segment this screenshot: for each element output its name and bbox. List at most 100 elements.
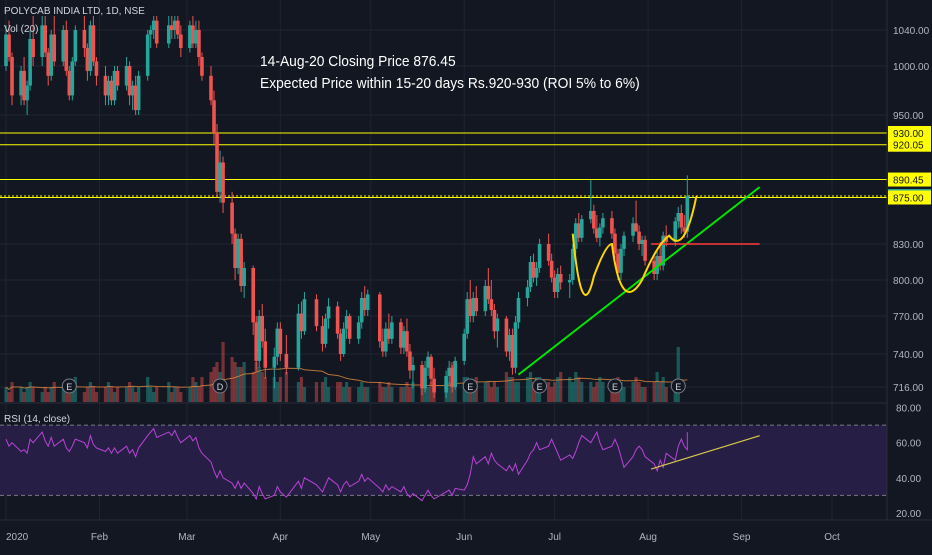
- volume-bar: [658, 382, 662, 402]
- candle-body: [136, 75, 141, 111]
- rsi-tick-label: 80.00: [896, 404, 921, 415]
- candle-body: [323, 318, 328, 344]
- candle-body: [362, 298, 367, 310]
- candle-body: [272, 356, 277, 368]
- candle-body: [408, 351, 412, 371]
- volume-bar: [402, 387, 406, 402]
- volume-bar: [619, 382, 623, 402]
- event-marker-circle: [462, 378, 478, 394]
- volume-bar: [387, 382, 391, 402]
- candle-body: [173, 20, 177, 30]
- candle-body: [4, 34, 8, 66]
- volume-bar: [390, 387, 394, 402]
- volume-bar: [399, 387, 403, 402]
- candle-body: [151, 20, 156, 30]
- candle-body: [320, 326, 325, 344]
- volume-bar: [94, 392, 99, 402]
- candle-body: [335, 306, 340, 334]
- candle-body: [387, 328, 391, 339]
- volume-bar: [67, 387, 71, 402]
- candle-body: [465, 299, 470, 334]
- candle-body: [188, 25, 192, 48]
- candle-body: [154, 20, 159, 44]
- candle-body: [148, 30, 153, 35]
- volume-bar: [366, 387, 370, 402]
- candle-body: [510, 335, 515, 368]
- volume-bar: [664, 387, 668, 402]
- candle-body: [573, 223, 578, 249]
- candle-body: [504, 318, 509, 352]
- candle-body: [28, 39, 32, 86]
- volume-bar: [314, 382, 319, 402]
- level-tag-label: 930.00: [893, 129, 924, 140]
- volume-bar: [528, 372, 533, 402]
- volume-bar: [580, 382, 584, 402]
- volume-bar: [595, 382, 599, 402]
- candle-body: [661, 235, 665, 266]
- candle-body: [411, 365, 415, 371]
- candle-body: [239, 238, 243, 286]
- symbol-title: POLYCAB INDIA LTD, 1D, NSE: [4, 6, 145, 17]
- candle-body: [278, 328, 283, 354]
- candle-body: [402, 331, 406, 348]
- candle-body: [22, 70, 26, 101]
- candle-body: [85, 48, 90, 71]
- volume-bar: [661, 377, 665, 402]
- rsi-line: [5, 427, 688, 502]
- annotation-closing-price: 14-Aug-20 Closing Price 876.45: [260, 53, 456, 70]
- price-tick-label: 1040.00: [893, 26, 930, 37]
- candle-body: [468, 299, 473, 316]
- candle-body: [347, 316, 352, 339]
- volume-bar: [22, 392, 26, 402]
- volume-bar: [345, 382, 349, 402]
- candle-body: [73, 30, 78, 62]
- volume-bar: [103, 387, 108, 402]
- volume-bar: [88, 382, 93, 402]
- volume-bar: [323, 377, 328, 402]
- volume-bar: [251, 372, 255, 402]
- volume-bar: [170, 392, 174, 402]
- volume-bar: [115, 387, 120, 402]
- rsi-band: [0, 425, 887, 496]
- candle-body: [495, 318, 500, 332]
- rsi-label: RSI (14, close): [4, 414, 71, 425]
- volume-bar: [429, 382, 433, 402]
- candle-body: [179, 34, 183, 48]
- candle-body: [338, 333, 343, 354]
- volume-bar: [260, 372, 264, 402]
- volume-bar: [577, 377, 581, 402]
- price-tick-label: 1000.00: [893, 62, 930, 73]
- candle-body: [528, 262, 533, 288]
- volume-bar: [598, 377, 602, 402]
- candle-body: [127, 66, 132, 96]
- time-tick-label: Sep: [733, 532, 751, 543]
- candle-body: [106, 80, 111, 96]
- candle-body: [52, 34, 57, 62]
- volume-bar: [423, 387, 427, 402]
- candle-body: [673, 221, 678, 242]
- volume-bar: [547, 382, 551, 402]
- volume-bar: [550, 387, 554, 402]
- candle-body: [453, 360, 457, 387]
- level-tag: [888, 137, 931, 152]
- price-axis-bg: [887, 0, 932, 550]
- candle-body: [170, 25, 174, 30]
- volume-bar: [348, 387, 352, 402]
- volume-bar: [643, 387, 647, 402]
- volume-bar: [85, 387, 89, 402]
- candle-body: [570, 248, 575, 280]
- volume-bar: [363, 387, 367, 402]
- event-marker: E: [607, 378, 623, 394]
- candle-body: [112, 70, 117, 101]
- volume-bar: [152, 392, 156, 402]
- volume-bar: [339, 382, 343, 402]
- candle-body: [25, 85, 29, 101]
- volume-bar: [278, 377, 282, 402]
- rsi-tick-label: 20.00: [896, 509, 921, 520]
- candle-body: [513, 322, 518, 368]
- candle-body: [356, 322, 361, 339]
- candle-body: [94, 61, 99, 76]
- candle-body: [31, 39, 35, 57]
